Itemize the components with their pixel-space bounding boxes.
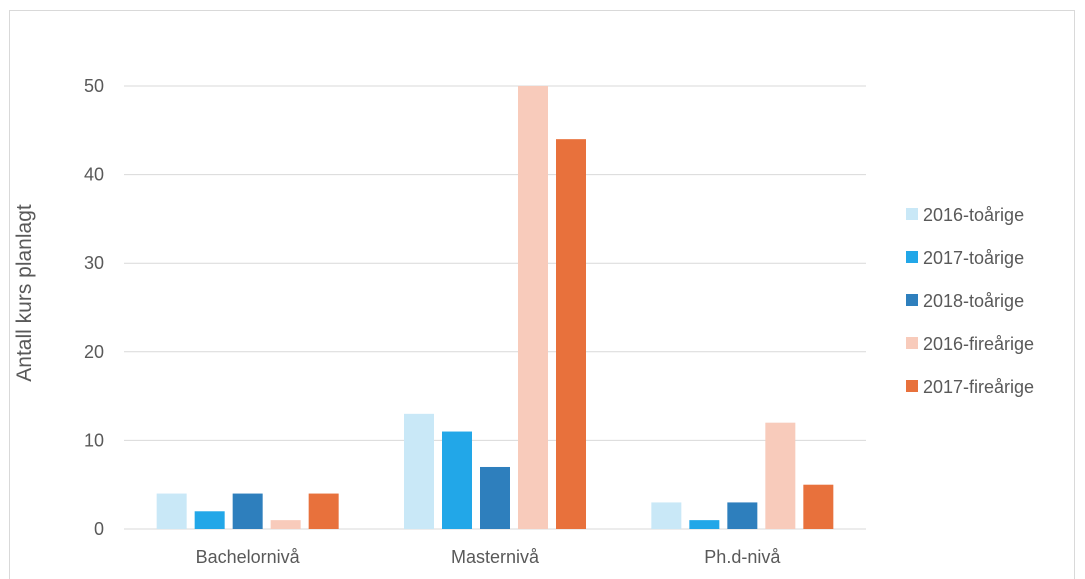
x-category-label: Bachelornivå	[196, 547, 301, 567]
x-category-labels: Bachelornivå Masternivå Ph.d-nivå	[196, 547, 782, 567]
bar-2-1	[194, 511, 225, 529]
legend-label: 2018-toårige	[923, 291, 1024, 311]
bar-2-2	[442, 431, 472, 529]
y-tick-label: 20	[84, 342, 104, 362]
bar-1-1	[156, 493, 187, 529]
y-tick-label: 40	[84, 165, 104, 185]
gridlines	[124, 85, 866, 530]
legend-label: 2017-fireårige	[923, 377, 1034, 397]
legend-swatch	[906, 251, 918, 263]
legend: 2016-toårige 2017-toårige 2018-toårige 2016…	[906, 205, 1034, 397]
bar-5-3	[803, 484, 834, 529]
bar-1-3	[651, 502, 682, 529]
legend-label: 2016-fireårige	[923, 334, 1034, 354]
y-axis-title: Antall kurs planlagt	[13, 204, 36, 382]
bar-2-3	[689, 520, 720, 529]
legend-swatch	[906, 337, 918, 349]
y-tick-label: 10	[84, 430, 104, 450]
x-category-label: Ph.d-nivå	[704, 547, 781, 567]
bar-4-3	[765, 422, 796, 529]
y-tick-label: 0	[94, 519, 104, 539]
bar-3-3	[727, 502, 758, 529]
legend-swatch	[906, 294, 918, 306]
legend-swatch	[906, 208, 918, 220]
legend-label: 2016-toårige	[923, 205, 1024, 225]
bar-4-2	[518, 86, 548, 529]
y-tick-label: 50	[84, 76, 104, 96]
y-tick-labels: 0 10 20 30 40 50	[84, 76, 104, 539]
legend-swatch	[906, 380, 918, 392]
bar-3-2	[480, 466, 510, 529]
y-tick-label: 30	[84, 253, 104, 273]
bar-1-2	[404, 413, 434, 529]
bar-3-1	[232, 493, 263, 529]
bar-5-1	[308, 493, 339, 529]
bars	[156, 86, 834, 529]
bar-4-1	[270, 520, 301, 529]
x-category-label: Masternivå	[451, 547, 540, 567]
legend-label: 2017-toårige	[923, 248, 1024, 268]
bar-5-2	[556, 139, 586, 529]
